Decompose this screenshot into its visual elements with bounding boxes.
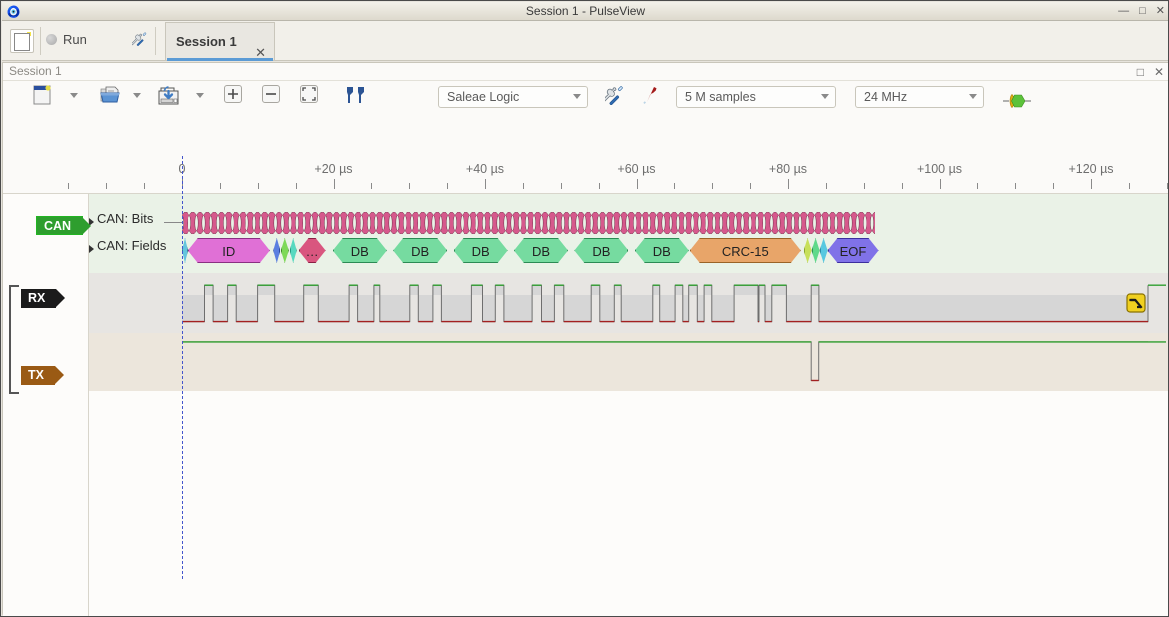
svg-text:🧿: 🧿	[7, 4, 21, 18]
